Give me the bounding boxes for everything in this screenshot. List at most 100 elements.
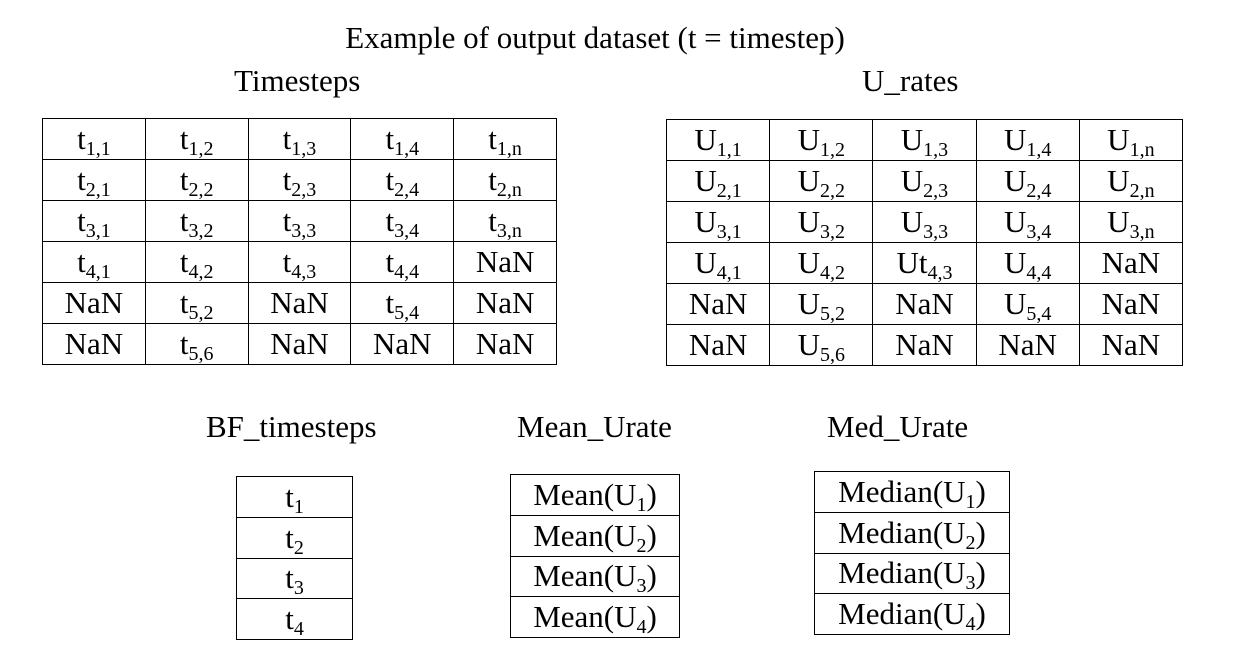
table-cell: NaN bbox=[453, 323, 557, 365]
cell-text: t1 bbox=[285, 481, 304, 516]
cell-subscript: 1,3 bbox=[923, 139, 949, 161]
cell-subscript: 1 bbox=[965, 490, 976, 513]
cell-subscript: 2 bbox=[965, 531, 976, 553]
cell-text: t1,1 bbox=[77, 121, 111, 159]
cell-text: t4 bbox=[285, 601, 304, 638]
table-cell: t4 bbox=[236, 598, 353, 640]
table-cell: t2,4 bbox=[350, 159, 455, 201]
cell-base-text: t bbox=[285, 560, 294, 596]
cell-subscript: 5,4 bbox=[1026, 303, 1052, 325]
cell-base-text: t bbox=[282, 162, 292, 197]
cell-base-text: NaN bbox=[373, 326, 432, 361]
cell-base-text: t bbox=[179, 244, 189, 279]
cell-text: U1,1 bbox=[694, 124, 741, 160]
cell-base-text: U bbox=[1003, 286, 1027, 321]
table-cell: t3 bbox=[236, 557, 353, 600]
cell-text: U2,3 bbox=[901, 165, 948, 201]
cell-text: Median(U1) bbox=[838, 473, 986, 511]
cell-text: U5,2 bbox=[798, 288, 845, 324]
bf-timesteps-table-title: BF_timesteps bbox=[206, 409, 377, 444]
cell-subscript: 1,1 bbox=[716, 139, 742, 161]
cell-base-text: Median(U bbox=[838, 473, 966, 509]
cell-base-text: t bbox=[77, 244, 86, 279]
table-row: Median(U4) bbox=[814, 593, 1010, 635]
table-cell: t1 bbox=[236, 476, 353, 518]
cell-base-text: U bbox=[1107, 122, 1130, 157]
cell-subscript: 2,3 bbox=[291, 179, 317, 201]
cell-base-text: NaN bbox=[475, 244, 535, 279]
cell-text: NaN bbox=[476, 287, 535, 318]
cell-subscript: 2,4 bbox=[1026, 180, 1052, 202]
cell-text: Mean(U2) bbox=[533, 520, 657, 555]
table-row: U3,1 U3,2 U3,3 U3,4 U3,n bbox=[665, 201, 1184, 243]
cell-subscript: 1,4 bbox=[1026, 139, 1052, 161]
cell-text: NaN bbox=[1102, 329, 1161, 360]
cell-base-text: U bbox=[797, 327, 820, 362]
cell-text: NaN bbox=[270, 287, 329, 318]
cell-base-text: t bbox=[488, 121, 497, 156]
cell-subscript: 2,n bbox=[1129, 180, 1155, 202]
table-row: U2,1 U2,2 U2,3 U2,4 U2,n bbox=[665, 160, 1184, 202]
table-cell: t4,4 bbox=[350, 241, 455, 283]
cell-base-text: t bbox=[282, 121, 292, 156]
cell-text: NaN bbox=[476, 328, 535, 359]
cell-text: Mean(U1) bbox=[533, 479, 657, 514]
med-urate-table-title: Med_Urate bbox=[827, 409, 969, 444]
table-cell: t5,6 bbox=[144, 323, 249, 365]
cell-suffix-text: ) bbox=[975, 555, 986, 591]
timesteps-table-title: Timesteps bbox=[234, 63, 361, 98]
cell-subscript: 1,n bbox=[496, 138, 522, 160]
cell-base-text: t bbox=[285, 601, 294, 637]
table-cell: U3,n bbox=[1078, 201, 1184, 243]
cell-base-text: t bbox=[77, 121, 86, 156]
table-cell: U5,6 bbox=[769, 324, 874, 366]
table-cell: Mean(U3) bbox=[510, 555, 680, 598]
cell-text: U4,4 bbox=[1003, 245, 1051, 283]
cell-text: t4,1 bbox=[77, 244, 111, 282]
cell-subscript: 4,2 bbox=[188, 261, 214, 283]
cell-base-text: U bbox=[1003, 245, 1027, 280]
table-row: t3,1 t3,2 t3,3 t3,4 t3,n bbox=[42, 200, 557, 242]
cell-text: t3,2 bbox=[180, 205, 214, 241]
cell-text: U3,4 bbox=[1004, 206, 1051, 242]
cell-subscript: 4,4 bbox=[394, 261, 420, 283]
cell-text: NaN bbox=[689, 288, 748, 319]
table-cell: Median(U1) bbox=[814, 471, 1010, 513]
cell-subscript: 1,1 bbox=[85, 138, 111, 160]
cell-base-text: t bbox=[488, 162, 497, 197]
timesteps-table: t1,1 t1,2 t1,3 t1,4 t1,n t2,1 t2,2 t2,3 t2,4 t2,n… bbox=[42, 118, 557, 365]
cell-base-text: NaN bbox=[895, 327, 954, 362]
cell-text: NaN bbox=[895, 288, 954, 319]
table-cell: U4,4 bbox=[975, 242, 1080, 284]
mean-urate-table-title: Mean_Urate bbox=[517, 409, 672, 444]
cell-text: t5,6 bbox=[180, 328, 214, 364]
cell-text: NaN bbox=[65, 328, 124, 359]
cell-subscript: 5,2 bbox=[819, 303, 845, 325]
bf-timesteps-table: t1 t2 t3 t4 bbox=[236, 476, 353, 640]
cell-text: U3,1 bbox=[694, 206, 741, 242]
table-cell: U1,4 bbox=[975, 119, 1080, 161]
table-cell: NaN bbox=[453, 282, 557, 324]
table-cell: t4,3 bbox=[247, 241, 352, 283]
table-cell: t2,2 bbox=[144, 159, 249, 201]
table-cell: t2,n bbox=[453, 159, 557, 201]
table-cell: U2,3 bbox=[872, 160, 977, 202]
cell-text: Median(U2) bbox=[838, 514, 986, 552]
table-cell: NaN bbox=[42, 282, 146, 324]
table-cell: NaN bbox=[975, 324, 1080, 366]
cell-base-text: NaN bbox=[1101, 286, 1161, 321]
table-cell: U2,1 bbox=[665, 160, 771, 202]
cell-suffix-text: ) bbox=[975, 514, 986, 550]
cell-subscript: 2 bbox=[636, 534, 647, 556]
cell-base-text: U bbox=[694, 163, 717, 198]
cell-text: NaN bbox=[998, 329, 1057, 360]
cell-subscript: 1 bbox=[636, 493, 647, 516]
cell-subscript: 2,n bbox=[496, 179, 522, 201]
cell-text: U2,2 bbox=[798, 165, 845, 201]
cell-base-text: t bbox=[385, 162, 395, 197]
cell-base-text: t bbox=[282, 244, 292, 279]
table-cell: NaN bbox=[665, 283, 771, 325]
table-cell: t3,2 bbox=[144, 200, 249, 242]
table-cell: U4,1 bbox=[665, 242, 771, 284]
table-cell: NaN bbox=[872, 283, 977, 325]
